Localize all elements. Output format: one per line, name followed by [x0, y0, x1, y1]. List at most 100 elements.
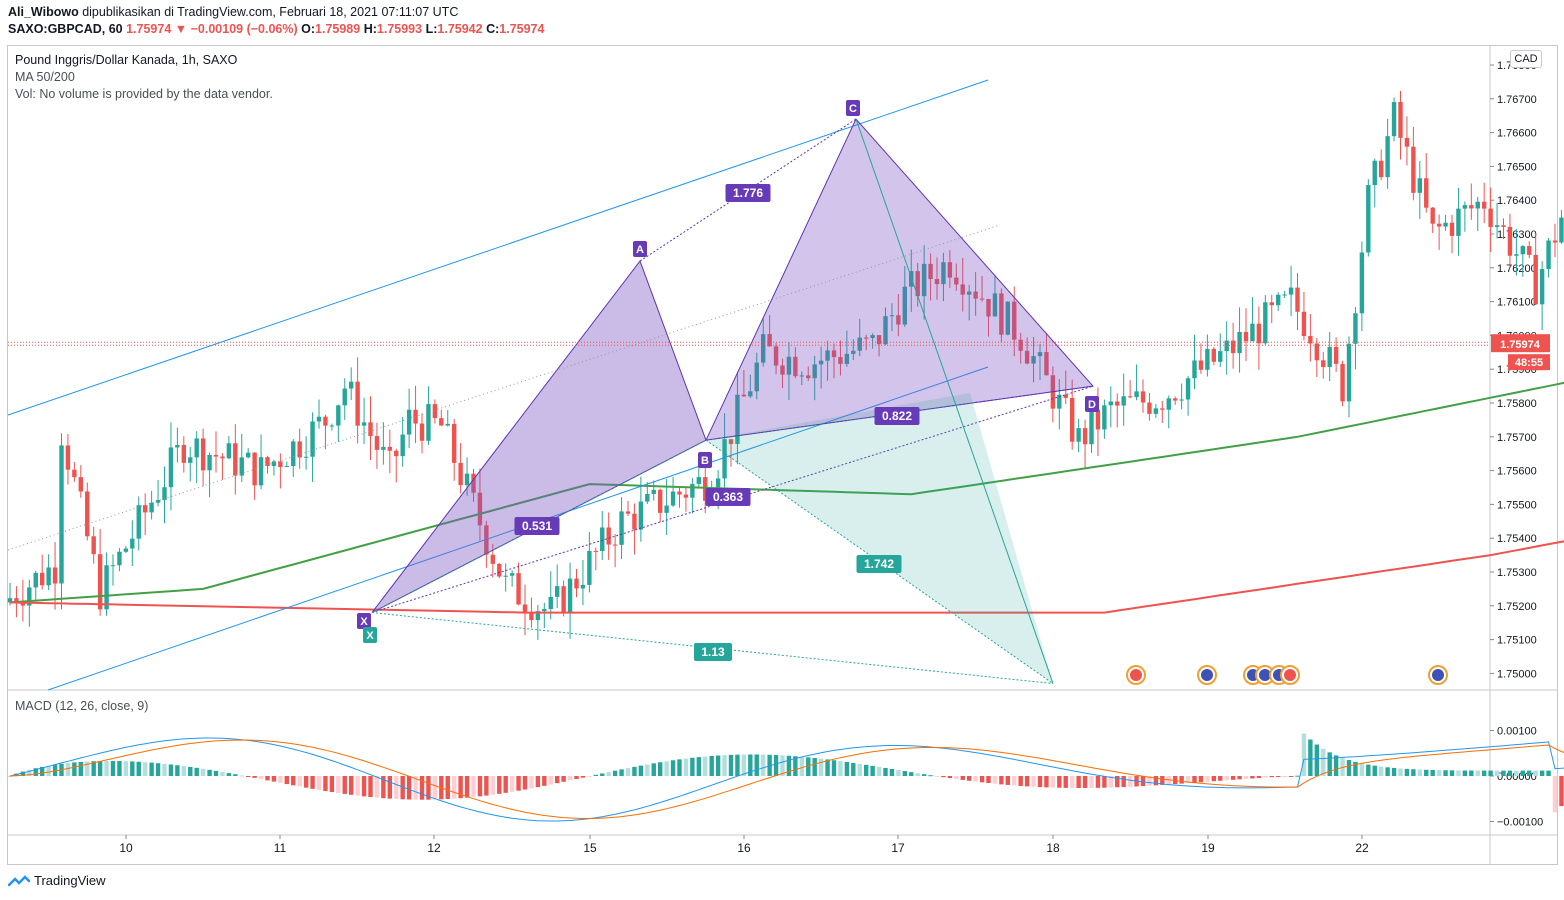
- candle-body: [207, 454, 212, 471]
- point-label-text: D: [1088, 399, 1096, 411]
- macd-histogram-bar: [303, 776, 309, 788]
- macd-histogram-bar: [1211, 776, 1217, 782]
- macd-histogram-bar: [1198, 776, 1204, 783]
- chart-panel[interactable]: [7, 45, 1558, 865]
- candle-body: [85, 491, 90, 537]
- candle-body: [703, 477, 708, 501]
- candle-body: [812, 364, 817, 379]
- candle-body: [1250, 323, 1255, 342]
- candle-body: [284, 466, 290, 468]
- price-tick-label: 1.76700: [1497, 94, 1537, 106]
- macd-histogram-bar: [394, 776, 399, 800]
- macd-histogram-bar: [1018, 776, 1023, 786]
- macd-histogram-bar: [1462, 770, 1468, 776]
- macd-histogram-bar: [870, 765, 875, 776]
- macd-histogram-bar: [419, 776, 425, 800]
- macd-histogram-bar: [1256, 776, 1262, 779]
- candle-body: [484, 525, 489, 555]
- macd-histogram-bar: [52, 764, 58, 776]
- candle-body: [258, 457, 264, 486]
- macd-legend[interactable]: MACD (12, 26, close, 9): [15, 699, 149, 713]
- macd-histogram-bar: [1275, 776, 1281, 777]
- candle-body: [1115, 401, 1120, 406]
- candle-body: [329, 425, 335, 427]
- macd-histogram-bar: [1546, 770, 1551, 776]
- macd-histogram-bar: [284, 776, 290, 785]
- macd-histogram-bar: [657, 762, 663, 776]
- candle-body: [1076, 428, 1081, 442]
- candle-body: [1269, 302, 1274, 306]
- candle-body: [1288, 287, 1294, 295]
- macd-histogram-bar: [1031, 776, 1036, 787]
- macd-histogram-bar: [194, 767, 199, 776]
- macd-layer: [7, 733, 1564, 813]
- macd-histogram-bar: [1063, 776, 1068, 788]
- candle-body: [535, 611, 541, 621]
- candle-body: [587, 551, 592, 585]
- macd-histogram-bar: [490, 776, 496, 795]
- macd-histogram-bar: [986, 776, 991, 784]
- candle-body: [645, 493, 650, 502]
- candle-body: [1559, 217, 1564, 243]
- price-tick-label: 1.75700: [1497, 432, 1537, 444]
- candle-body: [844, 353, 850, 364]
- symbol-legend[interactable]: Pound Inggris/Dollar Kanada, 1h, SAXO: [15, 53, 238, 67]
- macd-histogram-bar: [245, 776, 251, 777]
- price-tick-label: 1.76500: [1497, 161, 1537, 173]
- candle-body: [1494, 225, 1500, 228]
- time-tick-label: 18: [1046, 841, 1060, 855]
- price-tick-label: 1.75400: [1497, 533, 1537, 545]
- candle-body: [1185, 378, 1191, 400]
- point-label-text: A: [636, 244, 644, 256]
- macd-histogram-bar: [374, 776, 380, 798]
- macd-histogram-bar: [484, 776, 489, 796]
- macd-histogram-bar: [310, 776, 315, 789]
- candle-body: [1424, 178, 1429, 208]
- macd-histogram-bar: [136, 761, 141, 776]
- macd-histogram-bar: [1012, 776, 1017, 786]
- candle-body: [1031, 356, 1036, 364]
- macd-histogram-bar: [561, 776, 566, 782]
- candle-body: [670, 491, 676, 506]
- macd-histogram-bar: [548, 776, 553, 785]
- macd-histogram-bar: [336, 776, 341, 793]
- candle-body: [1378, 160, 1384, 178]
- macd-histogram-bar: [175, 765, 180, 776]
- macd-histogram-bar: [91, 761, 96, 776]
- macd-histogram-bar: [1359, 763, 1365, 776]
- macd-histogram-bar: [97, 761, 103, 776]
- macd-histogram-bar: [1443, 770, 1448, 776]
- candle-body: [690, 483, 695, 498]
- candle-body: [1237, 331, 1242, 354]
- candle-body: [921, 263, 927, 297]
- currency-button[interactable]: CAD: [1510, 50, 1542, 68]
- macd-histogram-bar: [1147, 776, 1152, 786]
- ma-legend[interactable]: MA 50/200: [15, 70, 75, 84]
- macd-histogram-bar: [503, 776, 508, 793]
- candle-body: [1481, 201, 1487, 209]
- macd-histogram-bar: [1398, 768, 1403, 776]
- time-tick-label: 16: [737, 841, 751, 855]
- footer[interactable]: TradingView: [8, 873, 106, 888]
- macd-histogram-bar: [941, 776, 946, 778]
- candle-body: [374, 436, 380, 450]
- macd-histogram-bar: [690, 757, 695, 776]
- macd-histogram-bar: [574, 776, 579, 780]
- candle-body: [72, 469, 77, 478]
- price-badge-text: 1.75974: [1500, 339, 1541, 351]
- candle-body: [883, 316, 888, 345]
- cad-event-icon-inner: [1130, 669, 1142, 681]
- macd-histogram-bar: [664, 761, 669, 776]
- macd-histogram-bar: [587, 776, 592, 777]
- ratio-label-text: 1.742: [864, 557, 894, 571]
- author-name[interactable]: Ali_Wibowo: [8, 5, 79, 19]
- macd-histogram-bar: [471, 776, 476, 798]
- macd-histogram-bar: [999, 776, 1004, 785]
- macd-histogram-bar: [1391, 767, 1397, 776]
- ma50-line: [9, 381, 1564, 604]
- volume-legend[interactable]: Vol: No volume is provided by the data v…: [15, 87, 273, 101]
- macd-histogram-bar: [966, 776, 972, 781]
- candle-body: [458, 462, 463, 486]
- macd-histogram-bar: [72, 762, 77, 776]
